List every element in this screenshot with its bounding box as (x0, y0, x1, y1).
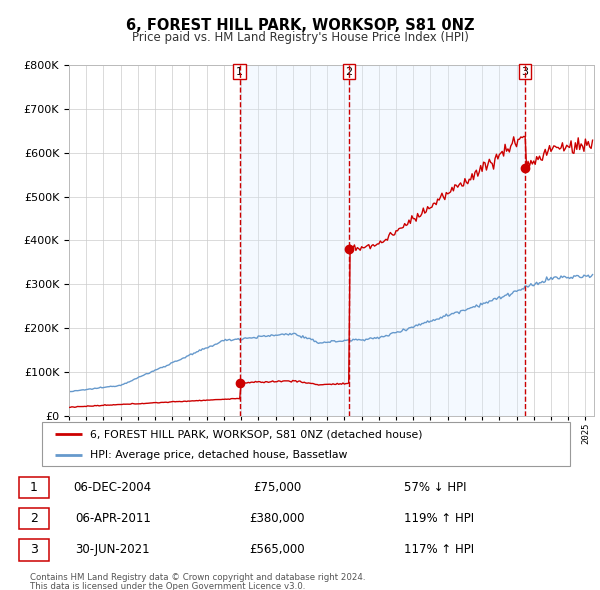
Text: 3: 3 (30, 543, 38, 556)
Text: HPI: Average price, detached house, Bassetlaw: HPI: Average price, detached house, Bass… (89, 450, 347, 460)
Text: 2: 2 (30, 512, 38, 525)
Bar (19, 508, 49, 529)
Bar (349, 65, 525, 416)
Text: Contains HM Land Registry data © Crown copyright and database right 2024.: Contains HM Land Registry data © Crown c… (30, 573, 365, 582)
Text: 119% ↑ HPI: 119% ↑ HPI (404, 512, 474, 525)
Text: 1: 1 (236, 67, 243, 77)
Text: 3: 3 (521, 67, 529, 77)
Text: 30-JUN-2021: 30-JUN-2021 (76, 543, 150, 556)
Bar (19, 539, 49, 560)
Text: 06-APR-2011: 06-APR-2011 (75, 512, 151, 525)
Text: 06-DEC-2004: 06-DEC-2004 (74, 481, 152, 494)
Text: Price paid vs. HM Land Registry's House Price Index (HPI): Price paid vs. HM Land Registry's House … (131, 31, 469, 44)
Bar (19, 477, 49, 499)
Text: 57% ↓ HPI: 57% ↓ HPI (404, 481, 466, 494)
Text: 1: 1 (30, 481, 38, 494)
Text: This data is licensed under the Open Government Licence v3.0.: This data is licensed under the Open Gov… (30, 582, 305, 590)
Text: 2: 2 (346, 67, 353, 77)
Text: 6, FOREST HILL PARK, WORKSOP, S81 0NZ (detached house): 6, FOREST HILL PARK, WORKSOP, S81 0NZ (d… (89, 430, 422, 439)
Text: 6, FOREST HILL PARK, WORKSOP, S81 0NZ: 6, FOREST HILL PARK, WORKSOP, S81 0NZ (126, 18, 474, 32)
Text: £565,000: £565,000 (249, 543, 305, 556)
Bar (240, 65, 349, 416)
Text: £380,000: £380,000 (249, 512, 305, 525)
Text: £75,000: £75,000 (253, 481, 301, 494)
Text: 117% ↑ HPI: 117% ↑ HPI (404, 543, 474, 556)
